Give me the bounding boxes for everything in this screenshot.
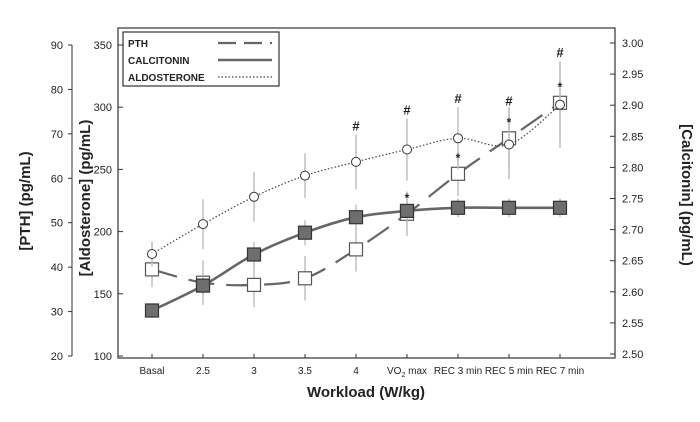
legend-label: CALCITONIN xyxy=(128,56,189,67)
pth-point xyxy=(348,242,364,257)
calcitonin-point xyxy=(195,278,211,293)
aldosterone-point xyxy=(402,144,412,155)
aldosterone-point xyxy=(147,249,157,259)
calcitonin-point xyxy=(144,303,160,318)
hash-annotation: # xyxy=(505,94,513,109)
aldosterone-point xyxy=(198,219,208,230)
calcitonin-series xyxy=(144,198,568,318)
aldosterone-point xyxy=(300,170,310,181)
x-tick-label: VO2 max xyxy=(387,366,427,379)
asterisk-annotation: * xyxy=(456,151,461,165)
pth-tick-label: 50 xyxy=(51,218,63,230)
aldosterone-axis-title: [Aldosterone] (pg/mL) xyxy=(77,120,94,277)
calcitonin-tick-label: 2.75 xyxy=(622,194,643,206)
x-tick-label: 4 xyxy=(353,366,359,377)
pth-point xyxy=(297,271,313,286)
calcitonin-tick-label: 2.50 xyxy=(622,349,643,361)
pth-tick-label: 80 xyxy=(51,84,63,96)
calcitonin-tick-label: 2.55 xyxy=(622,318,643,330)
calcitonin-tick-label: 2.85 xyxy=(622,131,643,143)
aldosterone-tick-label: 300 xyxy=(94,102,112,114)
hash-annotation: # xyxy=(556,45,564,60)
pth-tick-label: 60 xyxy=(51,173,63,185)
aldosterone-tick-label: 100 xyxy=(94,351,112,363)
aldosterone-point xyxy=(555,99,565,110)
calcitonin-point xyxy=(399,203,415,218)
calcitonin-point xyxy=(450,200,466,215)
pth-tick-label: 20 xyxy=(51,351,63,363)
pth-tick-label: 40 xyxy=(51,262,63,274)
calcitonin-tick-label: 2.90 xyxy=(622,100,643,112)
x-tick-label: Basal xyxy=(139,366,164,377)
x-axis-title: Workload (W/kg) xyxy=(307,384,425,401)
asterisk-annotation: * xyxy=(405,191,410,205)
hash-annotation: # xyxy=(352,119,360,134)
aldosterone-point xyxy=(351,156,361,167)
aldosterone-tick-label: 200 xyxy=(94,227,112,239)
calcitonin-point xyxy=(348,210,364,225)
asterisk-annotation: * xyxy=(558,80,563,94)
calcitonin-tick-label: 3.00 xyxy=(622,38,643,50)
x-tick-label: REC 5 min xyxy=(485,366,533,377)
x-tick-label: REC 3 min xyxy=(434,366,482,377)
pth-axis-title: [PTH] (pg/mL) xyxy=(17,151,34,250)
pth-point xyxy=(246,277,262,292)
calcitonin-axis-title: [Calcitonin] (pg/mL) xyxy=(678,124,695,266)
pth-tick-label: 70 xyxy=(51,129,63,141)
aldosterone-point xyxy=(249,191,259,202)
asterisk-annotation: * xyxy=(507,115,512,129)
aldosterone-series xyxy=(147,61,565,267)
plot-area xyxy=(117,27,616,359)
calcitonin-tick-label: 2.70 xyxy=(622,225,643,237)
legend-label: PTH xyxy=(128,39,148,50)
pth-tick-label: 30 xyxy=(51,307,63,319)
calcitonin-tick-label: 2.80 xyxy=(622,162,643,174)
legend-label: ALDOSTERONE xyxy=(128,73,205,84)
x-tick-label: REC 7 min xyxy=(536,366,584,377)
aldosterone-tick-label: 250 xyxy=(94,164,112,176)
calcitonin-tick-label: 2.65 xyxy=(622,256,643,268)
hash-annotation: # xyxy=(403,102,411,117)
x-tick-label: 3 xyxy=(251,366,257,377)
calcitonin-point xyxy=(552,200,568,215)
aldosterone-point xyxy=(453,133,463,144)
aldosterone-tick-label: 350 xyxy=(94,40,112,52)
pth-tick-label: 90 xyxy=(51,40,63,52)
calcitonin-tick-label: 2.60 xyxy=(622,287,643,299)
calcitonin-tick-label: 2.95 xyxy=(622,69,643,81)
calcitonin-point xyxy=(246,247,262,262)
x-tick-label: 2.5 xyxy=(196,366,210,377)
x-tick-label: 3.5 xyxy=(298,366,312,377)
calcitonin-point xyxy=(501,200,517,215)
calcitonin-point xyxy=(297,225,313,240)
hash-annotation: # xyxy=(454,91,462,106)
aldosterone-tick-label: 150 xyxy=(94,289,112,301)
aldosterone-point xyxy=(504,139,514,150)
